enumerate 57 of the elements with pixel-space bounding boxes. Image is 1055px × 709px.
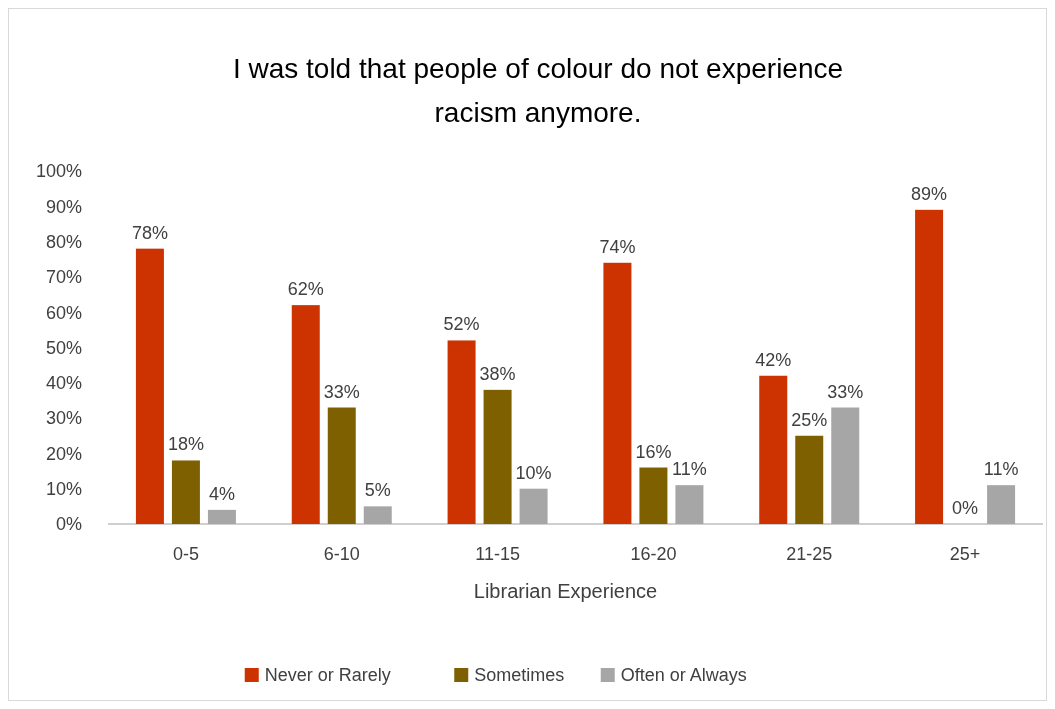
y-tick-label: 80%	[45, 231, 82, 252]
data-label: 25%	[791, 409, 828, 430]
y-tick-label: 30%	[45, 408, 82, 429]
x-tick-label: 21-25	[786, 544, 833, 564]
data-label: 4%	[208, 483, 235, 504]
data-label: 74%	[599, 236, 636, 257]
y-tick-label: 40%	[45, 373, 82, 394]
y-tick-label: 100%	[35, 161, 82, 182]
data-label: 89%	[911, 183, 948, 204]
legend-label: Often or Always	[620, 665, 747, 686]
bar	[363, 506, 392, 524]
data-label: 11%	[672, 459, 707, 480]
bar	[291, 305, 320, 524]
bar	[327, 407, 356, 524]
bar	[135, 248, 164, 524]
data-label: 11%	[983, 459, 1019, 480]
x-tick-label: 6-10	[323, 544, 360, 564]
x-tick-label: 16-20	[630, 544, 677, 564]
bar	[675, 485, 704, 524]
bar	[207, 509, 236, 524]
legend-label: Never or Rarely	[264, 665, 391, 686]
bar	[519, 488, 548, 524]
data-label: 52%	[443, 314, 480, 335]
bar	[987, 485, 1016, 524]
bar	[915, 209, 944, 524]
data-label: 0%	[952, 498, 979, 518]
bar	[171, 460, 200, 524]
y-tick-label: 60%	[45, 302, 82, 323]
bar	[759, 375, 788, 524]
data-label: 10%	[515, 462, 552, 483]
x-tick-label: 11-15	[475, 544, 520, 564]
data-label: 38%	[479, 363, 516, 384]
data-label: 78%	[131, 222, 168, 243]
x-axis-title: Librarian Experience	[473, 580, 658, 602]
data-label: 16%	[635, 441, 672, 462]
y-tick-label: 0%	[55, 514, 82, 535]
bar	[483, 389, 512, 524]
chart-title: I was told that people of colour do not experience racism anymore.	[232, 53, 844, 128]
data-label: 62%	[287, 279, 324, 300]
data-label: 18%	[167, 434, 204, 455]
bar	[795, 435, 824, 524]
bar	[831, 407, 860, 524]
bar	[603, 262, 632, 524]
bar	[447, 340, 476, 524]
legend-label: Sometimes	[474, 665, 565, 686]
y-tick-label: 90%	[45, 196, 82, 217]
data-label: 42%	[755, 349, 792, 370]
x-tick-label: 25+	[949, 544, 981, 564]
y-tick-label: 10%	[45, 479, 82, 499]
y-tick-label: 70%	[45, 267, 82, 288]
x-tick-label: 0-5	[172, 544, 199, 564]
data-label: 33%	[323, 381, 360, 402]
bar	[639, 467, 668, 524]
data-label: 5%	[364, 480, 391, 501]
data-label: 33%	[827, 381, 864, 402]
y-tick-label: 50%	[45, 337, 82, 358]
y-tick-label: 20%	[45, 443, 82, 464]
